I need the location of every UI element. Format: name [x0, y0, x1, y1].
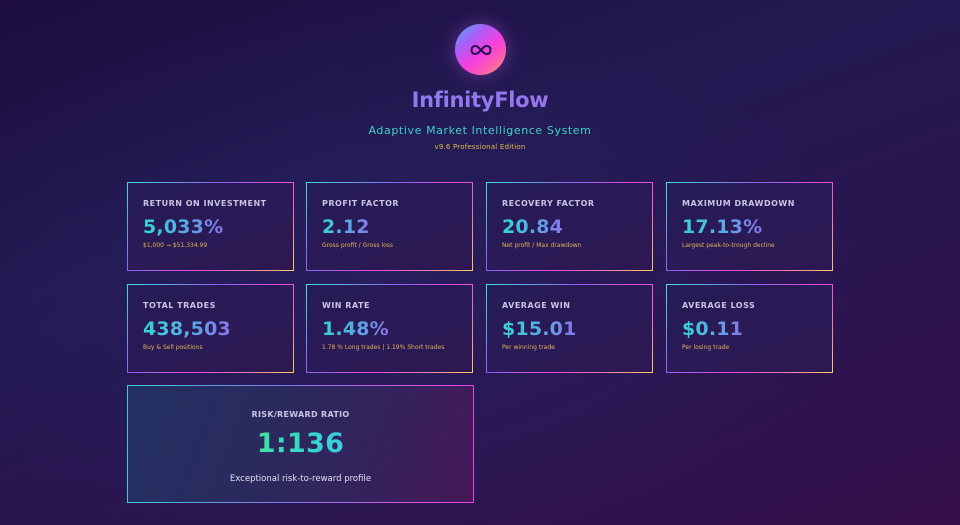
risk-reward-value: 1:136: [256, 428, 345, 459]
risk-reward-subtext: Exceptional risk-to-reward profile: [229, 474, 372, 484]
metric-subtext: Buy & Sell positions: [143, 344, 203, 351]
metric-card-max-drawdown: MAXIMUM DRAWDOWN 17.13% Largest peak-to-…: [666, 182, 833, 271]
metric-card-profit-factor: PROFIT FACTOR 2.12 Gross profit / Gross …: [306, 182, 473, 271]
metric-value: 17.13%: [682, 216, 763, 238]
metric-card-average-win: AVERAGE WIN $15.01 Per winning trade: [486, 284, 653, 373]
metric-label: TOTAL TRADES: [143, 301, 216, 310]
metric-value: 1.48%: [322, 318, 389, 340]
metric-label: PROFIT FACTOR: [322, 199, 400, 208]
app-title: InfinityFlow: [0, 88, 960, 112]
logo: [455, 24, 506, 75]
metric-card-recovery-factor: RECOVERY FACTOR 20.84 Net profit / Max d…: [486, 182, 653, 271]
metric-label: AVERAGE LOSS: [682, 301, 756, 310]
metric-value: 20.84: [502, 216, 564, 238]
metric-value: 5,033%: [143, 216, 224, 238]
metric-value: $15.01: [502, 318, 577, 340]
metric-value: $0.11: [682, 318, 744, 340]
metric-card-total-trades: TOTAL TRADES 438,503 Buy & Sell position…: [127, 284, 294, 373]
metric-card-roi: RETURN ON INVESTMENT 5,033% $1,000 → $51…: [127, 182, 294, 271]
metric-value: 438,503: [143, 318, 231, 340]
metric-value: 2.12: [322, 216, 370, 238]
metric-label: WIN RATE: [322, 301, 370, 310]
metric-subtext: 1.78 % Long trades | 1.19% Short trades: [322, 344, 445, 351]
metric-card-average-loss: AVERAGE LOSS $0.11 Per losing trade: [666, 284, 833, 373]
infinity-icon: [469, 44, 492, 55]
app-subtitle: Adaptive Market Intelligence System: [368, 124, 592, 137]
risk-reward-card: RISK/REWARD RATIO 1:136 Exceptional risk…: [127, 385, 474, 503]
risk-reward-label: RISK/REWARD RATIO: [251, 410, 350, 419]
metric-label: RECOVERY FACTOR: [502, 199, 595, 208]
metric-subtext: Per winning trade: [502, 344, 555, 351]
metric-subtext: Gross profit / Gross loss: [322, 242, 394, 249]
metric-subtext: Net profit / Max drawdown: [502, 242, 582, 249]
metric-subtext: $1,000 → $51,334.99: [143, 242, 208, 249]
metric-label: MAXIMUM DRAWDOWN: [682, 199, 795, 208]
metric-card-win-rate: WIN RATE 1.48% 1.78 % Long trades | 1.19…: [306, 284, 473, 373]
metric-label: AVERAGE WIN: [502, 301, 571, 310]
edition-label: v9.6 Professional Edition: [434, 143, 526, 151]
metric-subtext: Per losing trade: [682, 344, 730, 351]
metric-subtext: Largest peak-to-trough decline: [682, 242, 775, 249]
metric-label: RETURN ON INVESTMENT: [143, 199, 267, 208]
